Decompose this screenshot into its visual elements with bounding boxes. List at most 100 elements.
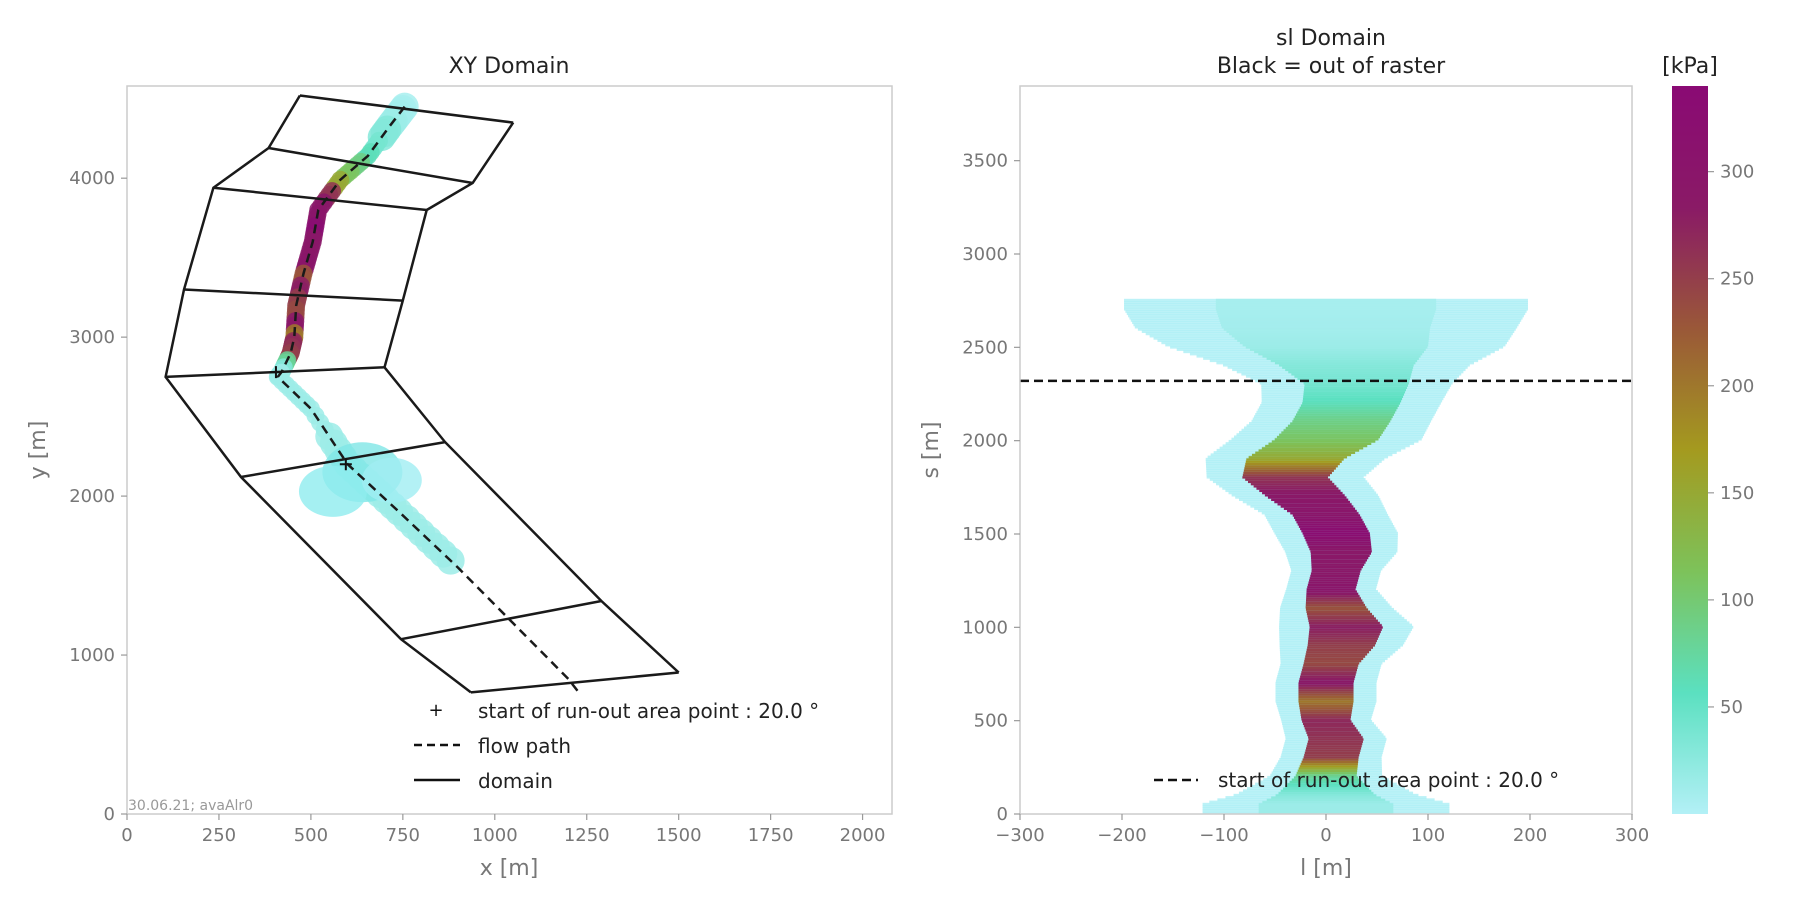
sl-heatmap-cell	[1298, 702, 1354, 705]
sl-x-axis-label: l [m]	[1300, 856, 1352, 881]
xy-series-layer	[164, 94, 680, 694]
sl-heatmap-cell	[1307, 646, 1374, 649]
sl-heatmap-cell	[1309, 630, 1381, 634]
runout-start-marker	[339, 458, 352, 471]
xy-plot-frame	[126, 85, 893, 815]
sl-heatmap-cell	[1311, 567, 1362, 571]
sl-x-tick-label: 0	[1320, 825, 1331, 846]
sl-heatmap-cell	[1215, 303, 1437, 307]
sl-heatmap-cell	[1306, 610, 1371, 613]
sl-heatmap-cell	[1298, 695, 1354, 699]
sl-heatmap-cell	[1303, 534, 1371, 537]
sl-heatmap-cell	[1311, 558, 1367, 562]
sl-heatmap-cell	[1306, 596, 1361, 600]
sl-heatmap-cell	[1298, 686, 1354, 690]
sl-x-tick-label: 100	[1411, 825, 1445, 846]
sl-heatmap-cell	[1308, 634, 1379, 638]
sl-heatmap-cell	[1258, 352, 1423, 356]
sl-heatmap-cell	[1293, 775, 1359, 779]
sl-heatmap-cell	[1311, 560, 1366, 564]
sl-heatmap-cell	[1303, 755, 1359, 759]
sl-heatmap-cell	[1301, 670, 1357, 674]
sl-heatmap-cell	[1306, 731, 1360, 734]
sl-heatmap-cell	[1262, 800, 1390, 804]
sl-heatmap-cell	[1298, 699, 1354, 703]
sl-heatmap-cell	[1215, 298, 1437, 302]
sl-heatmap-cell	[1300, 379, 1410, 383]
sl-heatmap-cell	[1300, 710, 1352, 714]
sl-heatmap-cell	[1281, 430, 1383, 434]
sl-heatmap-cell	[1298, 697, 1354, 701]
sl-heatmap-cell	[1248, 455, 1348, 459]
sl-heatmap-cell	[1308, 619, 1378, 622]
sl-heatmap-cell	[1256, 486, 1339, 490]
sl-heatmap-cell	[1304, 659, 1362, 663]
sl-heatmap-cell	[1298, 408, 1397, 412]
sl-heatmap-cell	[1220, 323, 1432, 327]
sl-heatmap-cell	[1302, 719, 1352, 723]
sl-heatmap-cell	[1303, 388, 1407, 392]
sl-heatmap-cell	[1234, 336, 1429, 340]
sl-heatmap-cell	[1298, 679, 1354, 683]
sl-heatmap-cell	[1270, 359, 1418, 363]
legend-entry-flow-path: flow path	[478, 734, 571, 758]
sl-heatmap-cell	[1242, 473, 1330, 477]
sl-legend-entry-runout: start of run-out area point : 20.0 °	[1218, 768, 1559, 792]
sl-heatmap-cell	[1306, 744, 1362, 748]
sl-heatmap-cell	[1298, 525, 1367, 528]
sl-x-tick-label: −200	[1097, 825, 1146, 846]
sl-heatmap-cell	[1231, 334, 1430, 338]
sl-heatmap-cell	[1308, 735, 1363, 739]
colorbar-tick-label: 200	[1720, 376, 1754, 397]
sl-heatmap-cell	[1304, 536, 1371, 540]
sl-heatmap-cell	[1296, 771, 1357, 775]
sl-pressure-heatmap	[1124, 298, 1528, 814]
sl-heatmap-cell	[1304, 726, 1357, 730]
sl-heatmap-cell	[1288, 370, 1412, 374]
sl-heatmap-cell	[1264, 493, 1345, 497]
sl-heatmap-cell	[1218, 314, 1434, 318]
sl-heatmap-cell	[1309, 578, 1359, 582]
sl-heatmap-cell	[1262, 491, 1343, 495]
sl-heatmap-cell	[1271, 796, 1381, 799]
xy-x-tick-label: 500	[294, 825, 328, 846]
sl-y-tick-label: 2500	[962, 337, 1008, 358]
xy-x-axis-label: x [m]	[480, 856, 539, 881]
sl-x-tick-label: −100	[1199, 825, 1248, 846]
domain-cross-line	[183, 288, 403, 302]
sl-heatmap-cell	[1309, 623, 1382, 627]
sl-heatmap-cell	[1307, 542, 1372, 546]
sl-heatmap-cell	[1307, 740, 1363, 743]
colorbar-tick-label: 150	[1720, 483, 1754, 504]
sl-heatmap-cell	[1244, 464, 1338, 468]
sl-heatmap-cell	[1259, 489, 1341, 493]
sl-heatmap-cell	[1266, 357, 1419, 360]
sl-heatmap-cell	[1289, 780, 1363, 784]
sl-heatmap-cell	[1295, 773, 1357, 777]
xy-legend: + start of run-out area point : 20.0 ° f…	[414, 699, 819, 793]
sl-heatmap-cell	[1266, 798, 1386, 802]
sl-heatmap-cell	[1310, 574, 1360, 578]
xy-footnote: 30.06.21; avaAlr0	[128, 798, 253, 814]
sl-y-ticks: 0 500 1000 1500 2000 2500 3000 3500	[962, 151, 1020, 825]
sl-heatmap-cell	[1297, 522, 1365, 526]
sl-heatmap-cell	[1298, 688, 1354, 692]
sl-heatmap-cell	[1299, 706, 1353, 710]
sl-heatmap-cell	[1307, 643, 1375, 647]
sl-heatmap-cell	[1215, 307, 1437, 311]
sl-heatmap-cell	[1242, 343, 1429, 347]
sl-heatmap-cell	[1302, 758, 1359, 761]
sl-heatmap-cell	[1305, 749, 1361, 752]
sl-heatmap-cell	[1306, 592, 1359, 596]
sl-heatmap-cell	[1282, 366, 1414, 369]
sl-heatmap-cell	[1262, 354, 1421, 358]
sl-y-tick-label: 3000	[962, 244, 1008, 265]
sl-heatmap-cell	[1307, 585, 1357, 589]
sl-heatmap-cell	[1299, 764, 1358, 768]
domain-cross-line	[213, 186, 427, 212]
sl-heatmap-cell	[1304, 383, 1408, 387]
sl-heatmap-cell	[1291, 372, 1412, 376]
xy-y-ticks: 0 1000 2000 3000 4000	[69, 168, 127, 825]
sl-heatmap-cell	[1299, 677, 1355, 681]
sl-heatmap-cell	[1217, 312, 1435, 316]
